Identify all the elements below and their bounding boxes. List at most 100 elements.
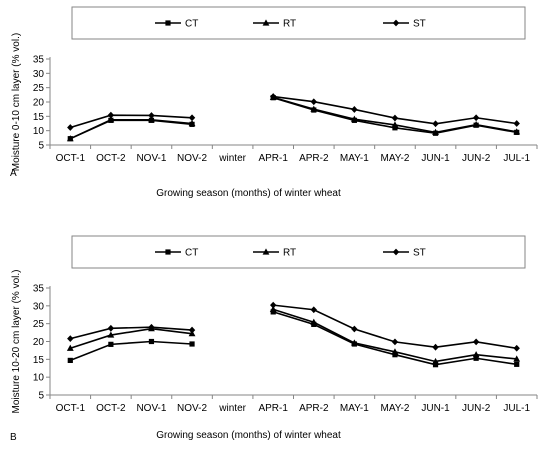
x-tick-label: MAY-2 <box>381 403 410 414</box>
legend-marker <box>262 19 270 26</box>
x-tick-label: APR-1 <box>258 403 288 414</box>
x-tick-label: JUN-1 <box>421 403 450 414</box>
data-point <box>350 339 358 346</box>
data-point <box>513 355 521 362</box>
series-line <box>69 118 193 140</box>
data-point <box>67 357 73 364</box>
data-point <box>472 351 480 358</box>
data-point <box>107 331 115 338</box>
data-point <box>188 326 196 334</box>
x-tick-label: APR-2 <box>299 153 329 164</box>
x-tick-label: JUN-2 <box>462 153 491 164</box>
legend-box <box>71 6 526 40</box>
y-tick-label: 35 <box>33 55 45 66</box>
legend-label: CT <box>185 19 198 30</box>
legend-item-ct: CT <box>155 248 198 259</box>
x-tick-label: OCT-1 <box>56 153 86 164</box>
data-point <box>432 357 439 365</box>
x-tick-label: JUL-1 <box>503 403 530 414</box>
data-point <box>392 125 398 131</box>
data-point <box>148 323 155 331</box>
data-point <box>391 121 399 128</box>
y-tick-label: 30 <box>33 69 45 80</box>
data-point <box>310 318 318 325</box>
data-point <box>148 116 155 123</box>
y-tick-label: 5 <box>38 141 44 152</box>
series-st <box>67 301 520 352</box>
data-point <box>189 341 195 347</box>
data-point <box>513 120 520 127</box>
x-tick-label: MAY-1 <box>340 153 369 164</box>
y-tick-label: 30 <box>33 301 45 312</box>
data-point <box>514 361 520 367</box>
legend-box <box>71 235 526 269</box>
data-point <box>351 106 358 113</box>
x-tick-label: winter <box>218 403 246 414</box>
legend-marker <box>262 248 270 255</box>
series-line <box>70 327 193 350</box>
x-tick-label: OCT-2 <box>96 403 126 414</box>
data-point <box>67 335 74 343</box>
data-point <box>473 355 479 361</box>
data-point <box>107 111 115 119</box>
x-tick-label: OCT-1 <box>56 403 86 414</box>
legend-item-rt: RT <box>253 19 296 30</box>
data-point <box>432 128 439 135</box>
legend-marker <box>392 19 400 27</box>
legend-marker <box>392 248 400 256</box>
legend-item-rt: RT <box>253 248 296 259</box>
y-tick-label: 25 <box>33 83 45 94</box>
x-tick-label: NOV-2 <box>177 153 207 164</box>
data-point <box>350 115 358 122</box>
y-tick-label: 5 <box>38 391 44 402</box>
data-point <box>310 105 318 112</box>
legend-label: RT <box>283 248 296 259</box>
data-point <box>148 112 155 119</box>
legend-marker <box>165 20 171 26</box>
data-point <box>472 121 480 128</box>
data-point <box>108 341 114 347</box>
y-tick-label: 25 <box>33 319 45 330</box>
x-tick-label: NOV-1 <box>136 403 166 414</box>
data-point <box>513 128 521 135</box>
data-point <box>391 348 399 355</box>
series-rt <box>66 305 521 365</box>
data-point <box>269 305 277 312</box>
series-st <box>67 93 520 131</box>
data-point <box>148 338 155 345</box>
series-ct <box>67 95 520 142</box>
x-axis-label: Growing season (months) of winter wheat <box>156 430 341 441</box>
legend-label: RT <box>283 19 296 30</box>
legend-item-st: ST <box>383 19 426 30</box>
y-axis-label: Moisture 0-10 cm layer (% vol.) <box>11 33 22 171</box>
x-tick-label: JUN-2 <box>462 403 491 414</box>
legend-item-st: ST <box>383 248 426 259</box>
data-point <box>432 362 439 368</box>
chart-b: CT RT ST 5 10 15 20 25 30 35 OCT-1 OCT-2 NOV-1 NOV-2 w… <box>10 235 538 443</box>
data-point <box>472 114 480 122</box>
data-point <box>67 124 74 131</box>
data-point <box>107 324 115 332</box>
y-tick-label: 20 <box>33 337 45 348</box>
chart-a: CT RT ST 5 10 15 20 25 30 35 OCT-1 OCT-2 NOV-1 NOV-2 w… <box>10 6 538 199</box>
series-line <box>69 340 193 362</box>
data-point <box>310 306 317 314</box>
y-tick-label: 35 <box>33 284 45 295</box>
legend-label: CT <box>185 248 198 259</box>
data-point <box>392 352 398 358</box>
data-point <box>107 116 115 123</box>
data-point <box>391 114 399 122</box>
data-point <box>270 93 277 100</box>
panel-label: B <box>10 432 17 443</box>
data-point <box>270 301 277 309</box>
data-point <box>66 344 74 351</box>
data-point <box>310 98 317 106</box>
x-axis-label: Growing season (months) of winter wheat <box>156 188 341 199</box>
x-tick-label: APR-2 <box>299 403 329 414</box>
panel-label: A <box>10 168 17 179</box>
legend-marker <box>165 249 171 255</box>
legend-label: ST <box>413 19 426 30</box>
data-point <box>351 325 358 333</box>
x-tick-label: APR-1 <box>258 153 288 164</box>
